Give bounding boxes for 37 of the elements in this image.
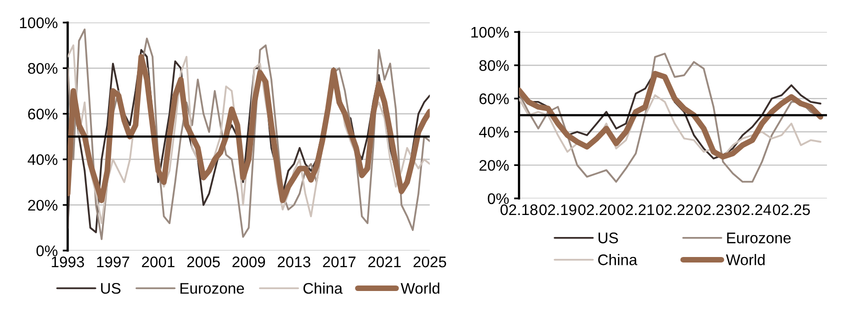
legend-label: World — [726, 254, 765, 266]
x-tick-label: 02.18 — [500, 204, 538, 216]
x-tick-label: 2017 — [323, 256, 356, 268]
y-tick-label: 100% — [20, 17, 58, 28]
x-tick-label: 02.19 — [539, 204, 576, 216]
legend-label: China — [303, 282, 343, 294]
x-tick-label: 2001 — [142, 256, 174, 268]
x-tick-label: 02.21 — [617, 204, 654, 216]
legend-label: US — [101, 282, 120, 294]
y-tick-label: 100% — [471, 26, 509, 38]
x-tick-label: 02.24 — [734, 204, 772, 216]
legend-label: Eurozone — [727, 232, 791, 244]
x-tick-label: 2009 — [232, 256, 265, 268]
x-tick-label: 1997 — [97, 256, 130, 268]
legend-label: US — [598, 232, 618, 244]
x-tick-label: 1993 — [52, 256, 84, 268]
legend-label: Eurozone — [180, 283, 244, 294]
x-tick-label: 02.22 — [656, 204, 693, 216]
x-tick-label: 02.20 — [578, 204, 616, 216]
y-tick-label: 80% — [479, 60, 509, 71]
x-tick-label: 2013 — [278, 256, 310, 268]
y-tick-label: 20% — [28, 200, 58, 211]
x-tick-label: 02.25 — [772, 204, 810, 216]
y-tick-label: 60% — [28, 108, 58, 120]
y-tick-label: 20% — [479, 160, 509, 171]
y-tick-label: 80% — [28, 63, 58, 74]
y-tick-label: 40% — [28, 154, 58, 166]
x-tick-label: 02.23 — [695, 204, 732, 216]
legend-label: China — [598, 254, 638, 266]
legend-label: World — [400, 282, 440, 294]
y-tick-label: 60% — [480, 93, 509, 104]
x-tick-label: 2021 — [368, 256, 401, 268]
y-tick-label: 0% — [36, 245, 58, 256]
y-tick-label: 40% — [479, 126, 509, 138]
x-tick-label: 2025 — [414, 256, 446, 268]
y-tick-label: 0% — [488, 193, 509, 204]
x-tick-label: 2005 — [187, 256, 220, 268]
